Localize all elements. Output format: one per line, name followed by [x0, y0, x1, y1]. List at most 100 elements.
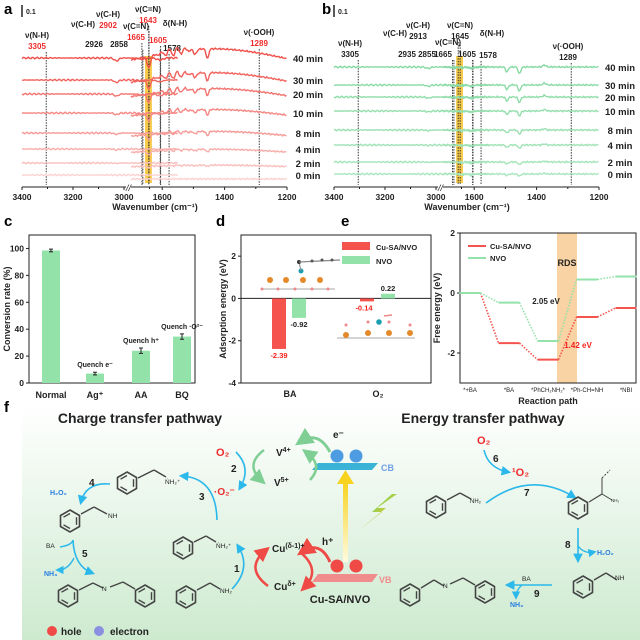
series-label-2-min: 2 min	[296, 159, 321, 170]
x-tick-label: 1200	[278, 192, 297, 202]
bar-NVO-1	[381, 293, 395, 299]
legend-label: Cu-SA/NVO	[376, 243, 417, 252]
step-3-arrow	[178, 471, 218, 521]
spectrum-trace-right-4-min	[442, 143, 599, 149]
axis-break-mark: //	[437, 183, 445, 193]
series-label-10-min: 10 min	[293, 109, 323, 120]
y-tick-label: 60	[15, 297, 25, 307]
imine-nh-label-energy: NH	[615, 575, 625, 582]
cb-label: CB	[381, 463, 394, 473]
vb-label: VB	[379, 575, 392, 585]
spectrum-trace-right-10-min	[130, 106, 287, 123]
panel-label-b: b	[322, 1, 331, 18]
peak-assignment-label: δ(N-H)	[163, 19, 188, 28]
v-reduction-arrow	[249, 449, 266, 485]
spectrum-trace-right-8-min	[442, 127, 599, 136]
spectrum-trace-left-0-min	[333, 172, 491, 176]
legend-swatch	[342, 242, 370, 250]
hole-legend-label: hole	[61, 627, 82, 638]
y-tick-label: 0	[450, 288, 455, 298]
step-3-label: 3	[199, 492, 205, 503]
spectrum-trace-right-30-min	[130, 70, 287, 91]
spectrum-trace-right-0-min	[130, 177, 287, 181]
o2-adsorption-structure-image	[337, 314, 415, 339]
energy-connector	[518, 342, 539, 361]
plot-frame	[28, 234, 196, 384]
spectrum-trace-left-10-min	[333, 109, 490, 114]
spectrum-trace-left-10-min	[21, 111, 178, 116]
singlet-oxygen-label: ¹O₂	[512, 467, 529, 479]
ammonium-radical-label: ṄH₂⁺	[165, 477, 181, 486]
step-7-label: 7	[524, 488, 530, 499]
catalyst-label: Cu-SA/NVO	[310, 594, 371, 606]
x-axis-title: Reaction path	[518, 396, 578, 406]
spectrum-trace-left-8-min	[333, 128, 490, 132]
h2o2-label-charge: H₂O₂	[50, 490, 67, 497]
spectrum-trace-right-2-min	[131, 163, 287, 169]
panel-label-d: d	[216, 213, 225, 230]
hole-ball-icon	[330, 559, 344, 573]
peak-wavenumber-label: 1289	[250, 39, 268, 48]
rds-band	[557, 233, 577, 383]
spectrum-trace-right-4-min	[130, 147, 287, 156]
energy-connector	[597, 275, 616, 281]
bar-2	[132, 350, 150, 383]
cu-cycle-right-arrow	[299, 551, 317, 592]
peak-assignment-label: ν(C-H)	[406, 21, 430, 30]
bar-Cu-SA/NVO-0	[272, 298, 286, 349]
catalyst-band-diagram: CB VB e⁻ h⁺ Cu-SA/NVO	[295, 427, 397, 606]
o2-label-energy: O₂	[477, 435, 491, 447]
x-tick-label: 3400	[13, 192, 32, 202]
scale-bar-label: 0.1	[338, 9, 348, 16]
category-label: O₂	[373, 389, 384, 399]
energy-connector	[518, 302, 539, 342]
quencher-annotation: Quench ·O²⁻	[161, 324, 203, 331]
peak-assignment-label: ν(N-H)	[338, 39, 362, 48]
nh3-label-charge: NH₃	[44, 571, 57, 578]
h2o2-release-arrow	[577, 545, 597, 558]
energy-connector	[479, 292, 500, 344]
category-label: AA	[135, 390, 148, 400]
y-tick-label: -2	[228, 336, 236, 346]
panel-label-e: e	[341, 213, 349, 230]
h2o2-label-energy: H₂O₂	[597, 550, 614, 557]
x-tick-label: 3000	[427, 192, 446, 202]
series-label-30-min: 30 min	[293, 76, 323, 87]
step-5-arrow	[59, 539, 95, 576]
category-label: BQ	[175, 390, 189, 400]
spectrum-trace-right-2-min	[443, 160, 599, 166]
v4-label: V4+	[276, 447, 291, 459]
category-label: *+BA	[463, 388, 477, 394]
ba-label-energy: BA	[522, 576, 531, 583]
step-9-label: 9	[534, 589, 540, 600]
y-tick-label: 80	[15, 270, 25, 280]
step-5-label: 5	[82, 549, 88, 560]
series-label-30-min: 30 min	[605, 81, 635, 92]
category-label: *NBI	[620, 388, 633, 394]
step-6-arrow	[483, 449, 512, 476]
step-2-label: 2	[231, 464, 237, 475]
quencher-annotation: Quench e⁻	[77, 362, 113, 369]
valence-band-slab	[312, 574, 378, 582]
peak-assignment-label: ν(C-H)	[383, 29, 407, 38]
electron-legend-label: electron	[110, 627, 149, 638]
peak-wavenumber-label: 1605	[458, 50, 476, 59]
y-tick-label: 40	[15, 324, 25, 334]
charge-transfer-title: Charge transfer pathway	[58, 410, 222, 426]
electron-ball-icon	[330, 449, 344, 463]
ba-adsorption-structure-image	[260, 258, 341, 291]
spectrum-trace-left-4-min	[21, 147, 178, 152]
series-label-40-min: 40 min	[293, 54, 323, 65]
bar-value-label: -2.39	[270, 351, 287, 360]
y-axis-title: Conversion rate (%)	[2, 266, 12, 351]
x-tick-label: 1600	[465, 192, 484, 202]
peak-wavenumber-label: 1289	[559, 53, 577, 62]
bar-NVO-0	[292, 298, 306, 318]
superoxide-label: ·O₂⁻	[214, 487, 235, 498]
spectrum-trace-left-20-min	[21, 92, 178, 97]
step-2-arrow	[235, 451, 248, 491]
bar-value-label: -0.14	[355, 303, 373, 312]
peak-wavenumber-label: 3305	[28, 42, 46, 51]
peak-assignment-label: ν(C-H)	[96, 10, 120, 19]
panel-label-a: a	[4, 1, 13, 18]
